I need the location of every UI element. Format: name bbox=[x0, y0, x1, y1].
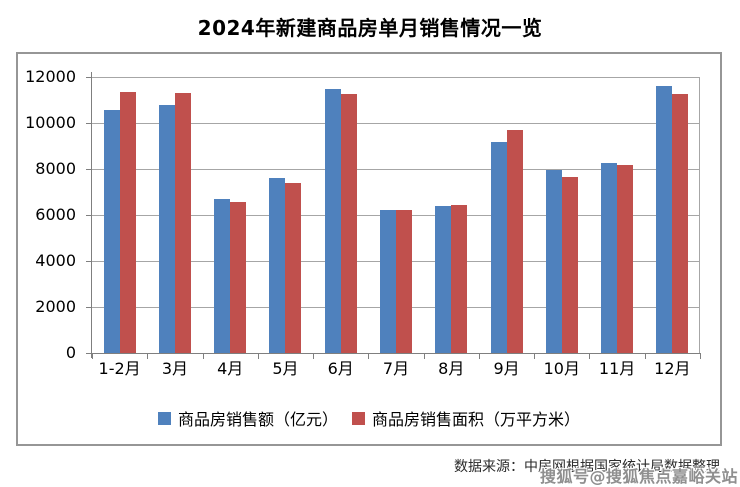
bar-sales-area bbox=[672, 93, 689, 353]
x-tick-label: 8月 bbox=[438, 359, 465, 378]
y-tick-label: 8000 bbox=[35, 159, 76, 178]
y-axis-tick bbox=[86, 261, 92, 262]
bar-sales-amount bbox=[103, 109, 120, 353]
legend-label-sales-area: 商品房销售面积（万平方米） bbox=[372, 410, 581, 429]
y-tick-label: 10000 bbox=[25, 113, 76, 132]
x-tick-label: 9月 bbox=[493, 359, 520, 378]
x-tick-label: 10月 bbox=[543, 359, 580, 378]
legend-swatch-red-icon bbox=[352, 411, 365, 425]
y-tick-label: 0 bbox=[65, 343, 76, 362]
bar-sales-area bbox=[174, 93, 191, 353]
x-axis-tick bbox=[313, 354, 315, 359]
legend-swatch-blue-icon bbox=[157, 411, 171, 425]
sohu-watermark: 搜狐号@搜狐焦点嘉峪关站 bbox=[539, 467, 738, 486]
x-axis-tick bbox=[423, 354, 425, 359]
bar-sales-area bbox=[340, 93, 357, 353]
chart-legend: 商品房销售额（亿元） 商品房销售面积（万平方米） bbox=[18, 406, 720, 430]
x-axis-tick bbox=[202, 354, 204, 359]
x-axis-tick bbox=[368, 354, 370, 359]
x-axis-tick bbox=[92, 354, 93, 359]
x-axis-tick bbox=[644, 354, 646, 359]
bar-sales-amount bbox=[380, 210, 396, 353]
plot-area bbox=[92, 77, 700, 353]
y-axis-tick bbox=[86, 353, 92, 354]
legend-label-sales-amount: 商品房销售额（亿元） bbox=[177, 410, 338, 429]
x-tick-label: 4月 bbox=[217, 359, 244, 378]
x-axis-tick bbox=[257, 354, 259, 359]
x-axis-line bbox=[92, 353, 701, 354]
bar-sales-amount bbox=[601, 162, 618, 353]
legend-item-sales-amount: 商品房销售额（亿元） bbox=[157, 406, 338, 430]
bar-sales-area bbox=[451, 204, 468, 353]
bar-sales-amount bbox=[214, 198, 231, 353]
gridline bbox=[92, 123, 700, 124]
x-axis-tick bbox=[589, 354, 591, 359]
x-tick-label: 6月 bbox=[327, 359, 354, 378]
chart-frame: 商品房销售额（亿元） 商品房销售面积（万平方米） 0 2000 4000 6000 80… bbox=[16, 52, 722, 446]
bar-sales-amount bbox=[435, 205, 452, 353]
x-axis-tick bbox=[700, 354, 701, 359]
gridline bbox=[92, 169, 700, 170]
x-tick-label: 5月 bbox=[272, 359, 299, 378]
x-tick-label: 7月 bbox=[382, 359, 410, 378]
page-title: 2024年新建商品房单月销售情况一览 bbox=[197, 16, 543, 40]
bar-sales-area bbox=[119, 91, 136, 353]
bar-sales-area bbox=[506, 130, 523, 353]
bar-sales-amount bbox=[158, 104, 175, 353]
bar-sales-area bbox=[617, 164, 634, 353]
x-tick-label: 1-2月 bbox=[98, 359, 141, 378]
y-tick-label: 4000 bbox=[35, 251, 76, 270]
gridline bbox=[92, 77, 700, 78]
y-tick-label: 6000 bbox=[35, 205, 76, 224]
y-axis-tick bbox=[86, 169, 92, 170]
legend-item-sales-area: 商品房销售面积（万平方米） bbox=[352, 406, 580, 430]
bar-sales-amount bbox=[324, 89, 341, 353]
bar-sales-amount bbox=[656, 85, 673, 353]
data-source-note: 数据来源：中房网根据国家统计局数据整理 bbox=[454, 459, 720, 475]
y-axis-tick bbox=[86, 215, 92, 216]
y-tick-label: 2000 bbox=[35, 297, 76, 316]
x-axis-tick bbox=[534, 354, 536, 359]
y-axis-tick bbox=[86, 307, 92, 308]
bar-sales-area bbox=[396, 209, 412, 353]
y-axis-tick bbox=[86, 77, 92, 78]
bar-sales-area bbox=[230, 201, 247, 353]
bar-sales-amount bbox=[269, 178, 286, 353]
bar-sales-amount bbox=[490, 142, 507, 353]
bar-sales-amount bbox=[545, 169, 562, 353]
bar-sales-area bbox=[285, 183, 302, 353]
bar-sales-area bbox=[561, 177, 578, 353]
x-tick-label: 3月 bbox=[161, 359, 188, 378]
x-tick-label: 12月 bbox=[654, 359, 691, 378]
y-axis-tick bbox=[86, 123, 92, 124]
y-tick-label: 12000 bbox=[25, 67, 76, 86]
x-axis-tick bbox=[147, 354, 149, 359]
x-tick-label: 11月 bbox=[598, 359, 636, 378]
x-axis-tick bbox=[478, 354, 480, 359]
